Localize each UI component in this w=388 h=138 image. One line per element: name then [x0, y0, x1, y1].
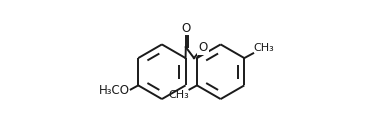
Text: O: O	[181, 22, 191, 35]
Text: CH₃: CH₃	[168, 90, 189, 100]
Text: CH₃: CH₃	[254, 43, 275, 53]
Text: H₃CO: H₃CO	[99, 83, 130, 97]
Text: O: O	[198, 41, 208, 54]
